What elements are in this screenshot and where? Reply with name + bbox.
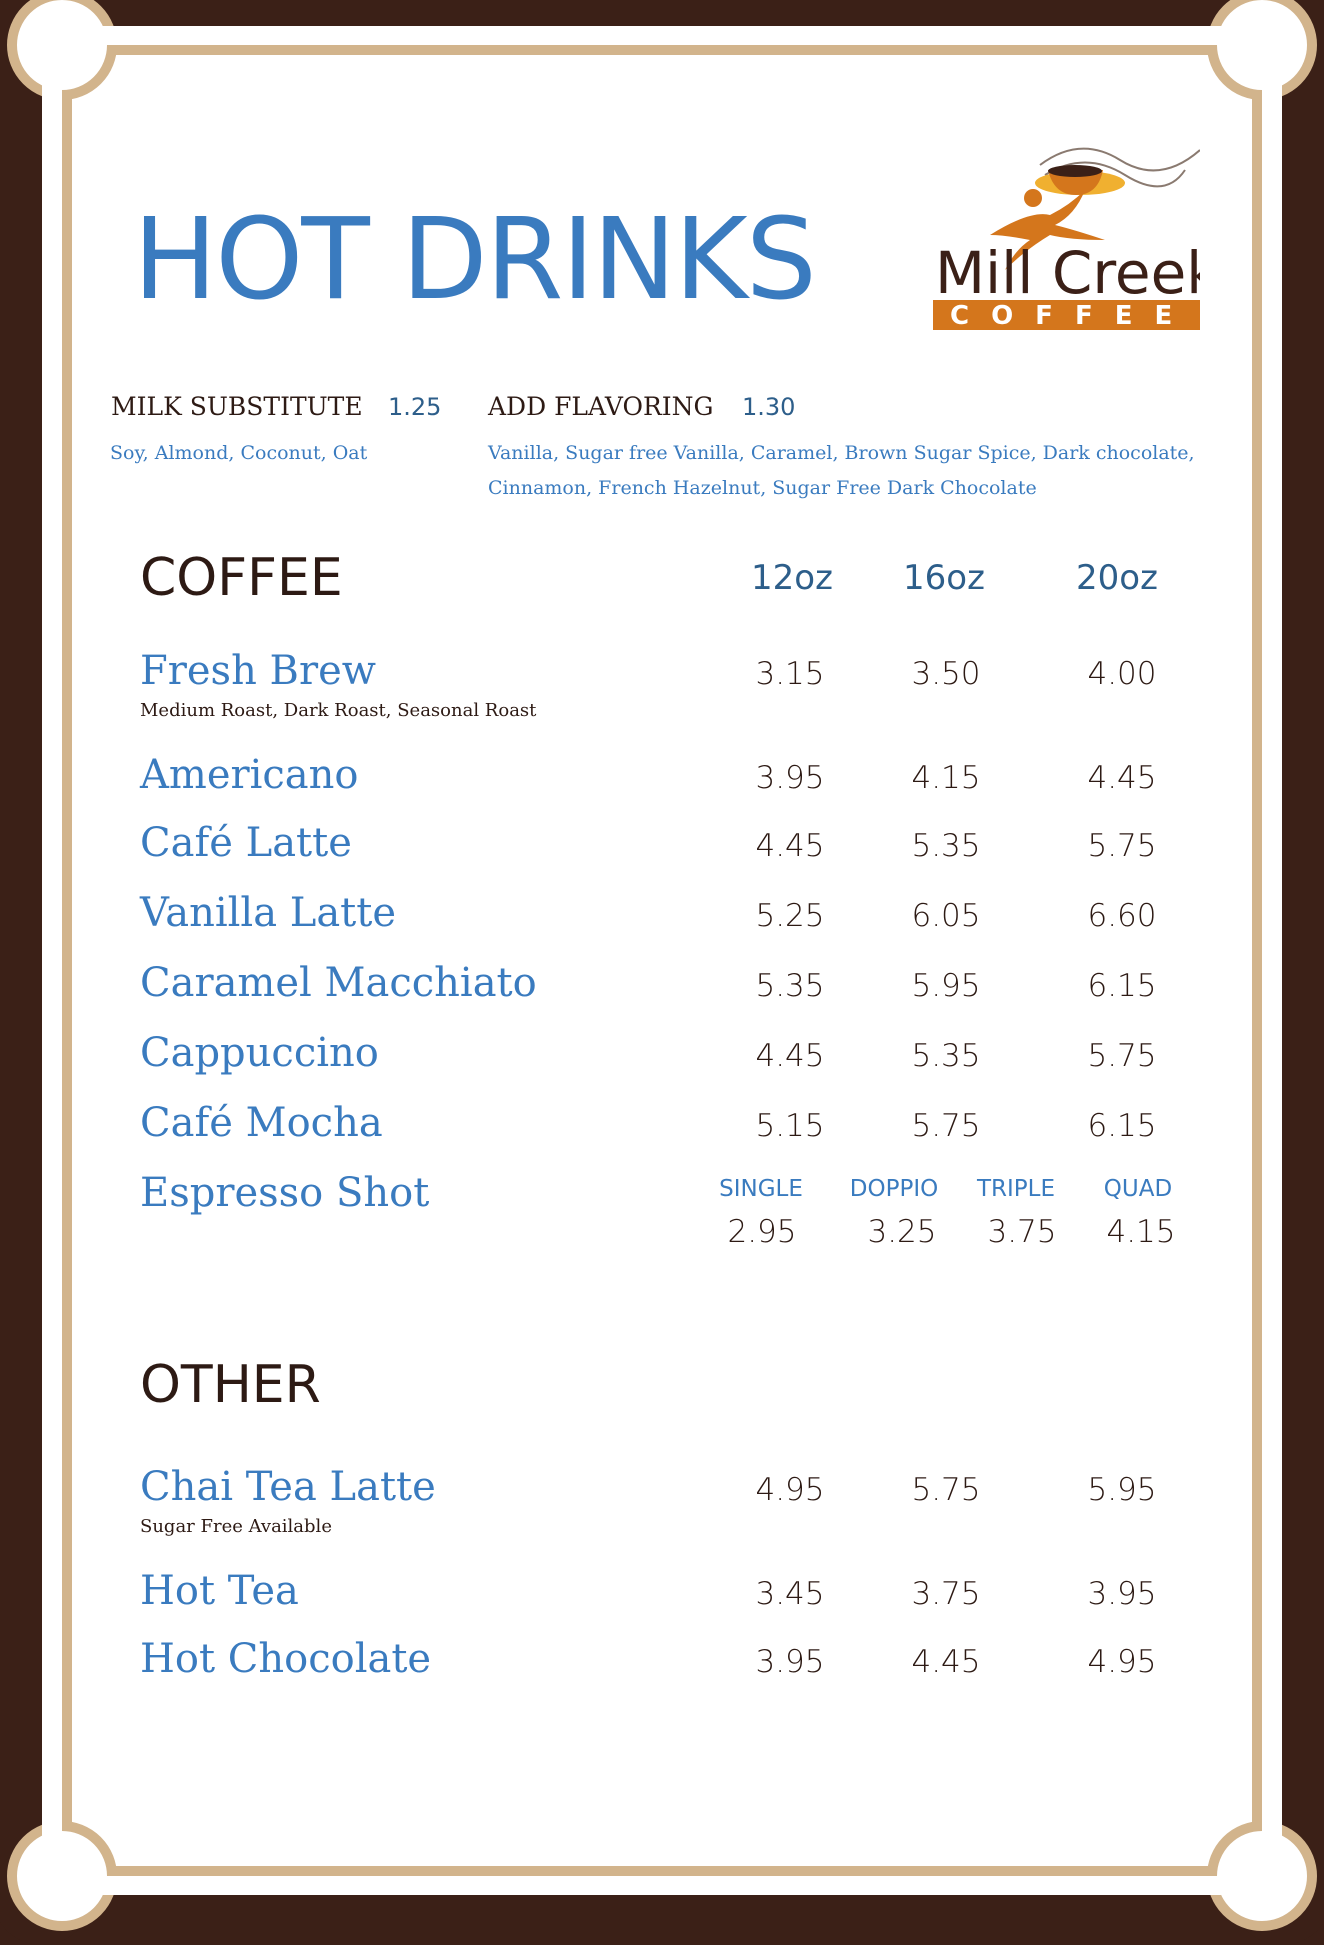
menu-item-price: 3.95: [755, 1644, 825, 1680]
add-flavoring-price: 1.30: [742, 393, 796, 421]
menu-item-price: 5.35: [755, 968, 825, 1004]
espresso-price: 3.25: [867, 1214, 937, 1250]
menu-background: [42, 26, 1282, 1895]
menu-item-price: 5.75: [911, 1108, 981, 1144]
flavoring-options: Vanilla, Sugar free Vanilla, Caramel, Br…: [488, 442, 1195, 464]
espresso-price: 4.15: [1106, 1214, 1176, 1250]
menu-item-price: 4.95: [1087, 1644, 1157, 1680]
menu-item-price: 5.95: [911, 968, 981, 1004]
espresso-label: DOPPIO: [849, 1176, 939, 1202]
menu-item-price: 5.75: [1087, 828, 1157, 864]
menu-item-price: 3.45: [755, 1576, 825, 1612]
milk-substitute-label: MILK SUBSTITUTE: [111, 392, 363, 421]
espresso-label: QUAD: [1103, 1176, 1173, 1202]
menu-item-price: 4.15: [911, 760, 981, 796]
menu-item-price: 6.15: [1087, 1108, 1157, 1144]
menu-item-price: 4.45: [911, 1644, 981, 1680]
menu-item-price: 6.60: [1087, 898, 1157, 934]
menu-frame: [62, 45, 1262, 1876]
menu-item-espresso-shot: Espresso Shot: [140, 1170, 430, 1216]
menu-item-name: Hot Chocolate: [140, 1636, 432, 1682]
espresso-price: 3.75: [987, 1214, 1057, 1250]
coffee-heading: COFFEE: [140, 548, 343, 608]
menu-item-price: 4.95: [755, 1472, 825, 1508]
menu-item-name: Café Latte: [140, 820, 352, 866]
size-header-16oz: 16oz: [903, 558, 985, 598]
milk-substitute-price: 1.25: [388, 393, 442, 421]
mill-creek-logo: Mill Creek COFFEE: [933, 147, 1200, 330]
svg-text:Mill Creek: Mill Creek: [935, 239, 1200, 307]
menu-item-name: Cappuccino: [140, 1030, 379, 1076]
flavoring-options: Cinnamon, French Hazelnut, Sugar Free Da…: [488, 477, 1037, 499]
milk-substitute-options: Soy, Almond, Coconut, Oat: [110, 442, 368, 464]
menu-item-price: 5.75: [1087, 1038, 1157, 1074]
menu-item-price: 6.15: [1087, 968, 1157, 1004]
menu-item-price: 6.05: [911, 898, 981, 934]
menu-item-note: Sugar Free Available: [140, 1516, 332, 1537]
svg-text:COFFEE: COFFEE: [950, 301, 1194, 330]
menu-item-price: 3.95: [1087, 1576, 1157, 1612]
menu-item-price: 4.45: [755, 1038, 825, 1074]
menu-item-note: Medium Roast, Dark Roast, Seasonal Roast: [140, 700, 537, 721]
menu-item-price: 4.45: [755, 828, 825, 864]
menu-item-price: 5.75: [911, 1472, 981, 1508]
menu-item-price: 3.75: [911, 1576, 981, 1612]
menu-item-name: Fresh Brew: [140, 648, 376, 694]
espresso-label: TRIPLE: [976, 1176, 1056, 1202]
page-title: HOT DRINKS: [133, 195, 817, 325]
menu-item-price: 5.95: [1087, 1472, 1157, 1508]
other-heading: OTHER: [140, 1355, 321, 1415]
menu-item-name: Vanilla Latte: [140, 890, 396, 936]
menu-item-price: 5.25: [755, 898, 825, 934]
menu-item-price: 5.15: [755, 1108, 825, 1144]
menu-item-price: 5.35: [911, 1038, 981, 1074]
size-header-12oz: 12oz: [751, 558, 833, 598]
menu-item-price: 3.50: [911, 656, 981, 692]
menu-item-name: Chai Tea Latte: [140, 1464, 436, 1510]
menu-item-price: 4.00: [1087, 656, 1157, 692]
menu-item-price: 4.45: [1087, 760, 1157, 796]
menu-item-name: Americano: [140, 752, 359, 798]
menu-item-name: Café Mocha: [140, 1100, 383, 1146]
add-flavoring-label: ADD FLAVORING: [488, 392, 714, 421]
frame-corner: [7, 0, 117, 100]
espresso-price: 2.95: [727, 1214, 797, 1250]
menu-item-price: 5.35: [911, 828, 981, 864]
menu-item-name: Caramel Macchiato: [140, 960, 537, 1006]
size-header-20oz: 20oz: [1076, 558, 1158, 598]
menu-item-price: 3.95: [755, 760, 825, 796]
menu-item-price: 3.15: [755, 656, 825, 692]
espresso-label: SINGLE: [719, 1176, 803, 1202]
menu-item-name: Hot Tea: [140, 1568, 299, 1614]
